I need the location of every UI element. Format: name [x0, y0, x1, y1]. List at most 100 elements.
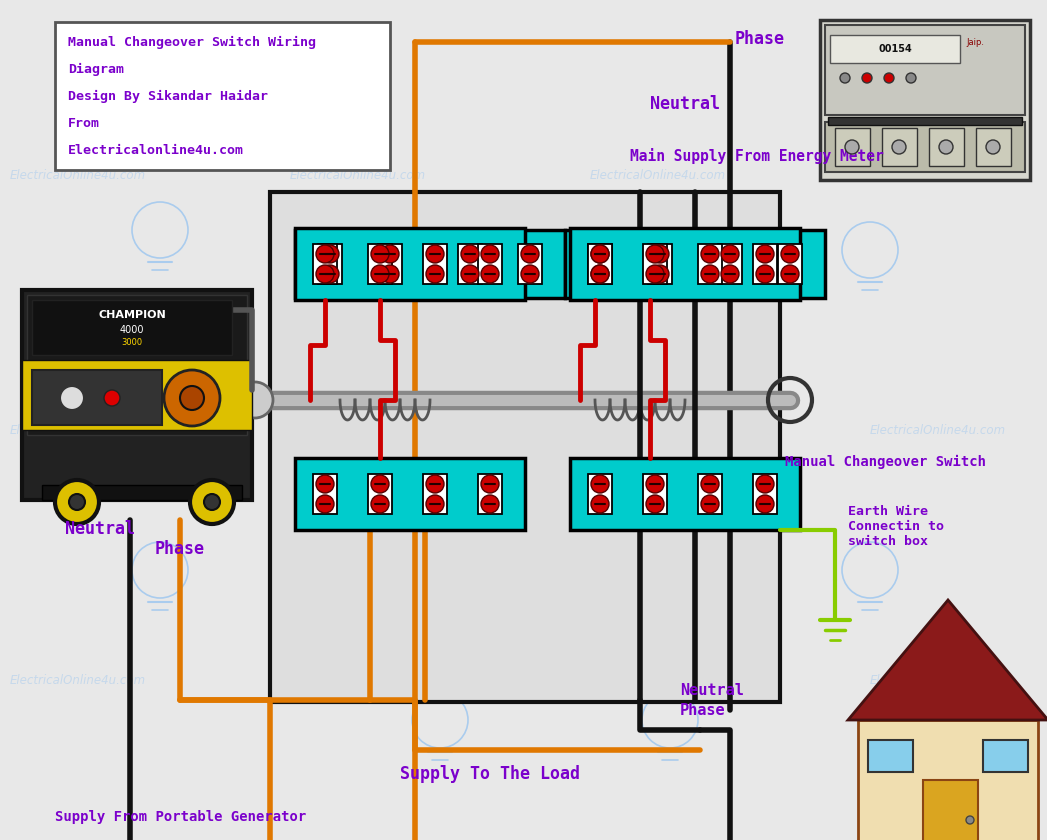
Circle shape	[521, 265, 539, 283]
Circle shape	[316, 245, 334, 263]
Bar	[753, 474, 777, 514]
Circle shape	[845, 140, 859, 154]
Text: 4000: 4000	[119, 325, 144, 335]
Bar	[313, 244, 337, 284]
Circle shape	[316, 265, 334, 283]
Circle shape	[756, 475, 774, 493]
Circle shape	[190, 480, 233, 524]
Circle shape	[164, 370, 220, 426]
Circle shape	[321, 265, 339, 283]
Bar	[32, 370, 162, 425]
Bar	[295, 230, 425, 298]
Bar	[825, 25, 1025, 115]
Circle shape	[316, 475, 334, 493]
Circle shape	[756, 265, 774, 283]
Text: ElectricalOnline4u.com: ElectricalOnline4u.com	[290, 674, 426, 686]
Circle shape	[781, 265, 799, 283]
Bar	[423, 474, 447, 514]
Circle shape	[426, 495, 444, 513]
Bar	[695, 230, 825, 298]
Circle shape	[371, 245, 389, 263]
Circle shape	[55, 480, 99, 524]
Text: From: From	[68, 117, 101, 130]
Circle shape	[884, 73, 894, 83]
Text: Jaip.: Jaip.	[966, 38, 984, 46]
Text: Design By Sikandar Haidar: Design By Sikandar Haidar	[68, 90, 268, 103]
Circle shape	[426, 475, 444, 493]
Circle shape	[371, 265, 389, 283]
Text: Diagram: Diagram	[68, 63, 124, 76]
Bar	[753, 244, 777, 284]
Text: ElectricalOnline4u.com: ElectricalOnline4u.com	[10, 423, 147, 437]
Circle shape	[651, 265, 669, 283]
Bar	[518, 244, 542, 284]
Text: 00154: 00154	[878, 44, 912, 54]
Bar	[698, 474, 722, 514]
Text: Electricalonline4u.com: Electricalonline4u.com	[68, 144, 244, 157]
Circle shape	[646, 475, 664, 493]
Circle shape	[426, 265, 444, 283]
Text: ElectricalOnline4u.com: ElectricalOnline4u.com	[591, 674, 727, 686]
Bar	[27, 295, 247, 435]
Circle shape	[591, 265, 609, 283]
Bar	[698, 244, 722, 284]
Circle shape	[646, 265, 664, 283]
Bar	[588, 474, 612, 514]
Circle shape	[481, 265, 499, 283]
Bar	[458, 244, 482, 284]
Bar	[423, 244, 447, 284]
Circle shape	[906, 73, 916, 83]
Circle shape	[591, 475, 609, 493]
Text: ElectricalOnline4u.com: ElectricalOnline4u.com	[870, 674, 1006, 686]
Text: Phase: Phase	[155, 540, 205, 558]
Circle shape	[701, 265, 719, 283]
Circle shape	[461, 245, 478, 263]
Text: Phase: Phase	[735, 30, 785, 48]
Bar	[22, 290, 252, 500]
Circle shape	[381, 245, 399, 263]
Text: Neutral: Neutral	[680, 683, 743, 698]
Circle shape	[756, 245, 774, 263]
Text: ElectricalOnline4u.com: ElectricalOnline4u.com	[591, 169, 727, 181]
Bar	[367, 244, 392, 284]
Bar	[588, 244, 612, 284]
Bar	[643, 474, 667, 514]
Circle shape	[892, 140, 906, 154]
Text: Main Supply From Energy Meter: Main Supply From Energy Meter	[630, 148, 884, 164]
Text: Earth Wire
Connectin to
switch box: Earth Wire Connectin to switch box	[848, 505, 944, 548]
Bar	[22, 360, 252, 430]
Circle shape	[840, 73, 850, 83]
Circle shape	[701, 245, 719, 263]
Text: Supply From Portable Generator: Supply From Portable Generator	[55, 810, 307, 824]
Bar	[643, 244, 667, 284]
Text: Manual Changeover Switch Wiring: Manual Changeover Switch Wiring	[68, 36, 316, 49]
Text: ElectricalOnline4u.com: ElectricalOnline4u.com	[591, 423, 727, 437]
Bar	[570, 458, 800, 530]
Bar	[825, 122, 1025, 172]
Text: ElectricalOnline4u.com: ElectricalOnline4u.com	[290, 423, 426, 437]
Text: ElectricalOnline4u.com: ElectricalOnline4u.com	[10, 674, 147, 686]
Bar	[836, 128, 870, 166]
Circle shape	[461, 265, 478, 283]
Text: Supply To The Load: Supply To The Load	[400, 765, 580, 783]
Circle shape	[939, 140, 953, 154]
Bar	[295, 458, 525, 530]
Circle shape	[591, 495, 609, 513]
Text: Neutral: Neutral	[65, 520, 135, 538]
Bar	[648, 244, 672, 284]
Circle shape	[426, 245, 444, 263]
Bar	[830, 35, 960, 63]
Circle shape	[756, 495, 774, 513]
Circle shape	[371, 475, 389, 493]
Circle shape	[651, 245, 669, 263]
Text: Phase: Phase	[680, 703, 726, 718]
Circle shape	[180, 386, 204, 410]
Circle shape	[646, 245, 664, 263]
Circle shape	[591, 245, 609, 263]
Bar	[435, 230, 565, 298]
Bar	[868, 740, 913, 772]
Circle shape	[316, 495, 334, 513]
Bar	[32, 300, 232, 355]
Bar	[478, 244, 502, 284]
Bar	[588, 244, 612, 284]
